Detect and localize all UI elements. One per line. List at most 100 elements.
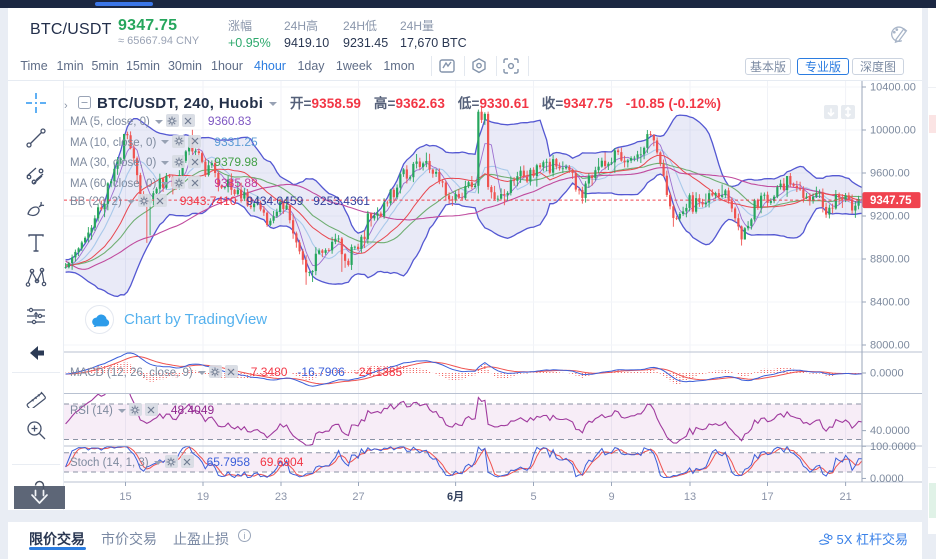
stat-high: 24H高 9419.10 xyxy=(284,17,329,50)
legend-ma60-settings-icon[interactable] xyxy=(172,176,186,190)
legend-stoch-remove-icon[interactable] xyxy=(180,455,194,469)
tool-hide-toolbar-arrow-icon[interactable] xyxy=(25,342,47,364)
tab-stop-order[interactable]: 止盈止损 xyxy=(173,531,229,547)
legend-rsi: RSI (14) 48.4049 xyxy=(70,403,214,417)
toolbar-divider xyxy=(527,56,529,76)
legend-ma10-settings-icon[interactable] xyxy=(172,134,186,148)
view-depth-button[interactable]: 深度图 xyxy=(852,58,904,75)
svg-text:6月: 6月 xyxy=(447,490,464,503)
period-1day[interactable]: 1day xyxy=(297,59,325,73)
legend-ma30-remove-icon[interactable] xyxy=(188,155,202,169)
tool-zoom-in-icon[interactable] xyxy=(25,419,47,441)
tool-collapse-down-button[interactable] xyxy=(14,480,65,509)
legend-ma60-remove-icon[interactable] xyxy=(188,176,202,190)
period-1hour[interactable]: 1hour xyxy=(211,59,243,73)
legend-caret-icon[interactable] xyxy=(269,102,278,107)
sidebar-divider xyxy=(12,372,60,373)
kline-style-icon[interactable] xyxy=(438,57,456,75)
svg-text:21: 21 xyxy=(839,491,851,503)
tool-channel-icon[interactable] xyxy=(25,164,47,186)
trade-panel: 限价交易 市价交易 止盈止损 i 5X 杠杆交易 xyxy=(8,522,922,559)
leverage-link[interactable]: 5X 杠杆交易 xyxy=(818,529,908,548)
legend-rsi-remove-icon[interactable] xyxy=(144,403,158,417)
svg-text:8000.00: 8000.00 xyxy=(870,340,910,352)
object-tree-chevron-icon[interactable]: › xyxy=(64,100,68,112)
stat-change: 涨幅 +0.95% xyxy=(228,17,271,50)
legend-bb-caret-icon[interactable] xyxy=(126,199,135,204)
legend-ma30-label: MA (30, close, 0) xyxy=(70,157,157,169)
tradingview-watermark-text[interactable]: Chart by TradingView xyxy=(124,311,268,328)
legend-collapse-icon[interactable] xyxy=(78,96,91,109)
tab-limit-order[interactable]: 限价交易 xyxy=(29,531,85,547)
tool-trend-line-icon[interactable] xyxy=(25,127,47,149)
legend-stoch-caret-icon[interactable] xyxy=(153,460,162,465)
legend-ma5-remove-icon[interactable] xyxy=(181,114,195,128)
screenshot-icon[interactable] xyxy=(502,57,520,75)
tool-brush-icon[interactable] xyxy=(25,198,47,220)
svg-text:9: 9 xyxy=(608,491,614,503)
svg-text:17: 17 xyxy=(761,491,773,503)
svg-text:0.0000: 0.0000 xyxy=(870,368,904,380)
ohlc-high-label: 高= xyxy=(373,96,396,111)
svg-text:100.0000: 100.0000 xyxy=(870,441,916,453)
price-pane-layer xyxy=(64,106,862,298)
legend-macd-caret-icon[interactable] xyxy=(197,370,206,375)
period-30min[interactable]: 30min xyxy=(167,59,203,73)
legend-rsi-settings-icon[interactable] xyxy=(128,403,142,417)
legend-macd-settings-icon[interactable] xyxy=(208,365,222,379)
tool-xabcd-pattern-icon[interactable] xyxy=(25,266,47,288)
theme-palette-icon[interactable] xyxy=(888,24,908,49)
legend-ma5-label: MA (5, close, 0) xyxy=(70,116,150,128)
legend-stoch-settings-icon[interactable] xyxy=(164,455,178,469)
legend-ma10-value: 9331.25 xyxy=(214,134,258,149)
period-15min[interactable]: 15min xyxy=(125,59,161,73)
legend-ma5-caret-icon[interactable] xyxy=(154,119,163,124)
period-5min[interactable]: 5min xyxy=(91,59,119,73)
legend-rsi-value: 48.4049 xyxy=(170,403,215,417)
tool-ruler-icon[interactable] xyxy=(25,386,47,410)
legend-ma30-caret-icon[interactable] xyxy=(161,160,170,165)
svg-text:5: 5 xyxy=(530,491,536,503)
svg-text:8400.00: 8400.00 xyxy=(870,297,910,309)
legend-bb-value-3: 9253.4361 xyxy=(313,194,370,208)
leverage-text: 5X 杠杆交易 xyxy=(836,532,908,547)
legend-stoch-label: Stoch (14, 1, 3) xyxy=(70,457,149,469)
period-4hour[interactable]: 4hour xyxy=(254,59,286,73)
legend-ma10: MA (10, close, 0) 9331.25 xyxy=(70,135,258,149)
legend-ma30-settings-icon[interactable] xyxy=(172,155,186,169)
info-icon[interactable]: i xyxy=(238,529,251,542)
legend-ma10-remove-icon[interactable] xyxy=(188,134,202,148)
indicator-settings-icon[interactable] xyxy=(470,57,488,75)
legend-bb-settings-icon[interactable] xyxy=(137,194,151,208)
period-1week[interactable]: 1week xyxy=(335,59,373,73)
legend-stoch-value-1: 65.7958 xyxy=(206,455,251,469)
legend-macd-remove-icon[interactable] xyxy=(224,365,238,379)
legend-ma30: MA (30, close, 0) 9379.98 xyxy=(70,155,258,169)
svg-text:23: 23 xyxy=(275,491,287,503)
legend-ma60-value: 9385.88 xyxy=(214,176,258,190)
legend-ma60-label: MA (60, close, 0) xyxy=(70,178,157,190)
tool-crosshair-icon[interactable] xyxy=(25,92,47,114)
period-1mon[interactable]: 1mon xyxy=(383,59,415,73)
svg-text:10000.00: 10000.00 xyxy=(870,125,916,137)
view-pro-button[interactable]: 专业版 xyxy=(797,58,849,75)
legend-symbol-text[interactable]: BTC/USDT, 240, Huobi xyxy=(97,95,264,112)
leverage-hand-icon xyxy=(819,533,834,545)
last-price-tag xyxy=(862,192,921,209)
legend-ma60-caret-icon[interactable] xyxy=(161,181,170,186)
tool-forecast-icon[interactable] xyxy=(25,305,47,327)
period-Time[interactable]: Time xyxy=(20,59,48,73)
period-1min[interactable]: 1min xyxy=(56,59,84,73)
tool-text-icon[interactable] xyxy=(25,232,47,254)
legend-bb-remove-icon[interactable] xyxy=(153,194,167,208)
legend-ma10-caret-icon[interactable] xyxy=(161,140,170,145)
view-basic-button[interactable]: 基本版 xyxy=(745,58,791,75)
legend-rsi-caret-icon[interactable] xyxy=(117,408,126,413)
right-edge-bottom xyxy=(928,534,936,559)
legend-ohlc: 开=9358.59 高=9362.63 低=9330.61 收=9347.75 … xyxy=(290,96,730,111)
svg-text:8800.00: 8800.00 xyxy=(870,254,910,266)
tab-market-order[interactable]: 市价交易 xyxy=(101,531,157,547)
page-gap xyxy=(0,510,936,522)
price-chart[interactable]: 10400.00 10000.00 9600.00 9200.00 8800.00 840… xyxy=(8,81,922,510)
legend-ma5-settings-icon[interactable] xyxy=(165,114,179,128)
